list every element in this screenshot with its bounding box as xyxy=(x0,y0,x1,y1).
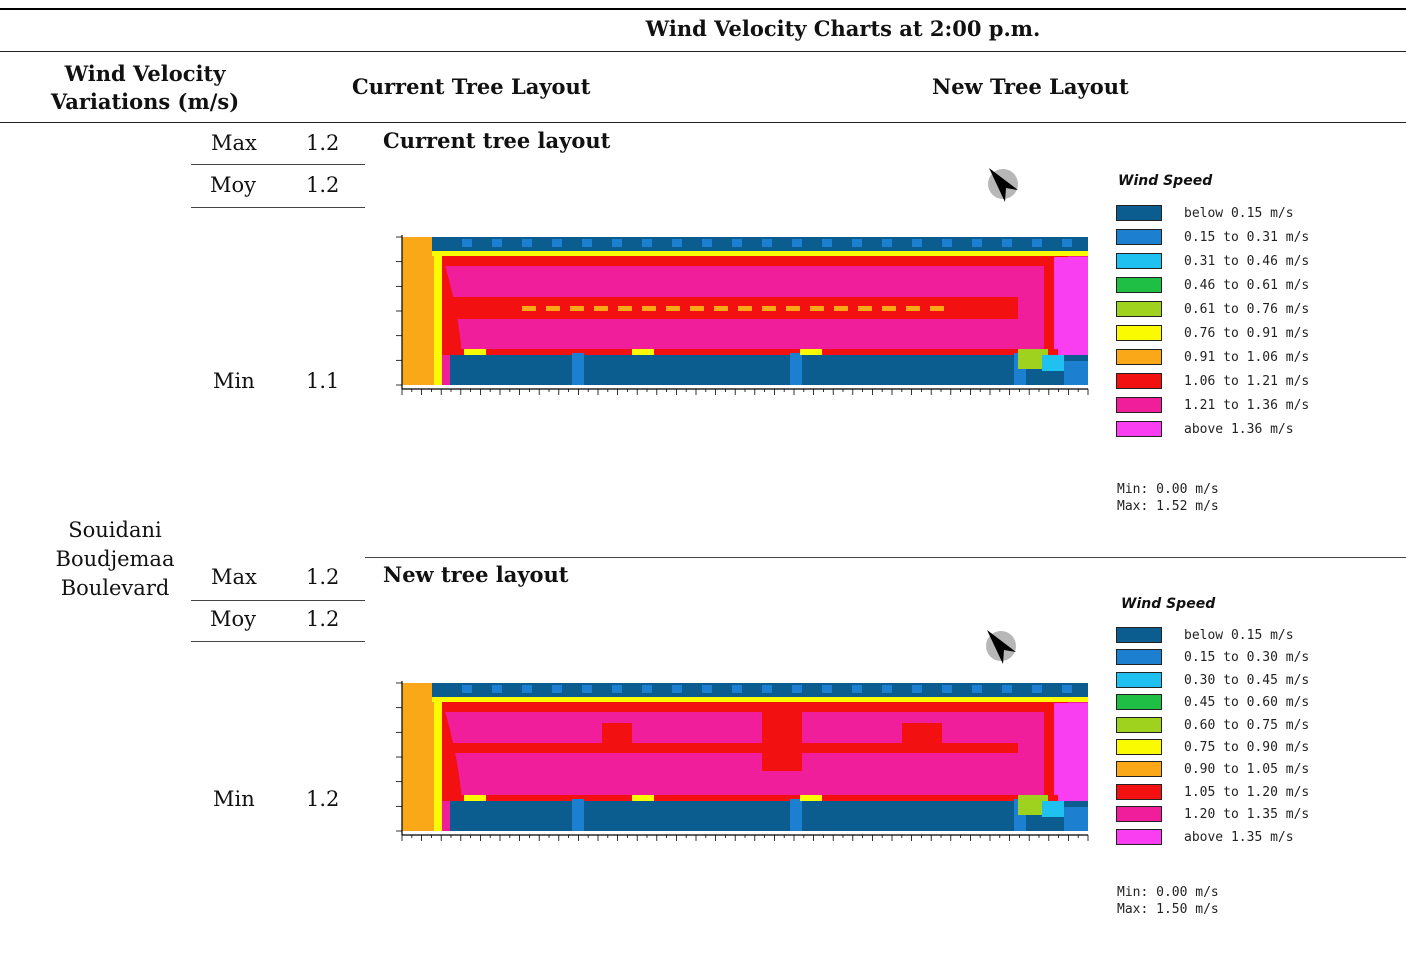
legend-swatch xyxy=(1116,421,1162,437)
legend-swatch xyxy=(1116,739,1162,755)
legend-swatch xyxy=(1116,627,1162,643)
legend-max: Max: 1.50 m/s xyxy=(1117,902,1219,917)
legend-label: 0.90 to 1.05 m/s xyxy=(1184,762,1310,778)
legend-swatch xyxy=(1116,229,1162,245)
layout-label-new: New tree layout xyxy=(383,562,569,587)
legend-label: 0.61 to 0.76 m/s xyxy=(1184,302,1310,317)
stat-name-min: Min xyxy=(213,787,255,811)
legend-label: 0.91 to 1.06 m/s xyxy=(1184,350,1310,365)
header-rule xyxy=(0,122,1406,123)
stat-name-min: Min xyxy=(213,369,255,393)
row-rule xyxy=(365,557,1406,558)
stat-value-max: 1.2 xyxy=(306,131,340,155)
legend-swatch xyxy=(1116,301,1162,317)
col-header-variations-line2: Variations (m/s) xyxy=(50,89,240,114)
legend-label: below 0.15 m/s xyxy=(1184,628,1294,643)
stat-value-moy: 1.2 xyxy=(306,173,340,197)
location-line3: Boulevard xyxy=(60,576,170,600)
legend-label: above 1.35 m/s xyxy=(1184,829,1294,845)
legend: below 0.15 m/s 0.15 to 0.30 m/s 0.30 to 0.… xyxy=(1116,627,1376,857)
wind-map-new xyxy=(396,681,1089,841)
legend-title: Wind Speed xyxy=(1121,596,1216,612)
legend-label: 0.15 to 0.31 m/s xyxy=(1184,230,1310,245)
legend-max: Max: 1.52 m/s xyxy=(1117,499,1219,514)
legend-swatch xyxy=(1116,694,1162,711)
stat-name-max: Max xyxy=(211,565,257,589)
col-header-variations: Wind Velocity Variations (m/s) xyxy=(40,60,250,116)
location-label: Souidani Boudjemaa Boulevard xyxy=(20,516,210,603)
legend-min: Min: 0.00 m/s xyxy=(1117,885,1219,900)
location-line2: Boudjemaa xyxy=(55,547,175,571)
top-rule xyxy=(0,8,1406,10)
legend-swatch xyxy=(1116,828,1162,845)
title-rule xyxy=(0,51,1406,52)
legend-label: 0.76 to 0.91 m/s xyxy=(1184,326,1310,341)
legend-swatch xyxy=(1116,783,1162,800)
legend-label: 0.15 to 0.30 m/s xyxy=(1184,650,1310,666)
stat-name-max: Max xyxy=(211,131,257,155)
legend-label: below 0.15 m/s xyxy=(1184,206,1294,221)
legend-min: Min: 0.00 m/s xyxy=(1117,482,1219,497)
col-header-current: Current Tree Layout xyxy=(352,74,591,99)
legend-swatch xyxy=(1116,806,1162,823)
north-arrow-icon xyxy=(988,168,1018,202)
legend-title: Wind Speed xyxy=(1118,173,1213,189)
legend-label: 0.31 to 0.46 m/s xyxy=(1184,254,1310,269)
legend-swatch xyxy=(1116,277,1162,293)
legend-swatch xyxy=(1116,349,1162,365)
legend-swatch xyxy=(1116,671,1162,688)
legend-label: 1.06 to 1.21 m/s xyxy=(1184,374,1310,389)
legend-swatch xyxy=(1116,205,1162,221)
wind-map-current xyxy=(396,235,1089,395)
legend-swatch xyxy=(1116,649,1162,666)
legend-swatch xyxy=(1116,325,1162,341)
legend-label: 0.75 to 0.90 m/s xyxy=(1184,740,1310,755)
legend-label: 0.45 to 0.60 m/s xyxy=(1184,695,1310,711)
north-arrow-icon xyxy=(986,630,1016,664)
col-header-variations-line1: Wind Velocity xyxy=(64,61,226,86)
legend-label: 1.05 to 1.20 m/s xyxy=(1184,784,1310,800)
location-line1: Souidani xyxy=(68,518,162,542)
table-title: Wind Velocity Charts at 2:00 p.m. xyxy=(645,16,1041,41)
stat-name-moy: Moy xyxy=(210,607,257,631)
stat-rule xyxy=(191,600,365,601)
legend-swatch xyxy=(1116,253,1162,269)
stat-rule xyxy=(191,641,365,642)
stat-name-moy: Moy xyxy=(210,173,257,197)
stat-value-moy: 1.2 xyxy=(306,607,340,631)
legend: below 0.15 m/s 0.15 to 0.31 m/s 0.31 to 0.… xyxy=(1116,205,1376,445)
legend-label: 0.46 to 0.61 m/s xyxy=(1184,278,1310,293)
legend-label: 0.60 to 0.75 m/s xyxy=(1184,717,1310,733)
legend-minmax: Min: 0.00 m/s Max: 1.50 m/s xyxy=(1117,884,1219,918)
layout-label-current: Current tree layout xyxy=(383,128,611,153)
col-header-new: New Tree Layout xyxy=(932,74,1129,99)
legend-swatch xyxy=(1116,397,1162,413)
legend-label: 1.20 to 1.35 m/s xyxy=(1184,807,1310,823)
stat-value-max: 1.2 xyxy=(306,565,340,589)
legend-swatch xyxy=(1116,761,1162,778)
legend-label: 1.21 to 1.36 m/s xyxy=(1184,398,1310,413)
legend-label: above 1.36 m/s xyxy=(1184,422,1294,437)
stat-rule xyxy=(191,164,365,165)
legend-swatch xyxy=(1116,716,1162,733)
legend-swatch xyxy=(1116,373,1162,389)
legend-minmax: Min: 0.00 m/s Max: 1.52 m/s xyxy=(1117,481,1219,515)
stat-value-min: 1.1 xyxy=(306,369,340,393)
stat-value-min: 1.2 xyxy=(306,787,340,811)
stat-rule xyxy=(191,207,365,208)
legend-label: 0.30 to 0.45 m/s xyxy=(1184,672,1310,688)
